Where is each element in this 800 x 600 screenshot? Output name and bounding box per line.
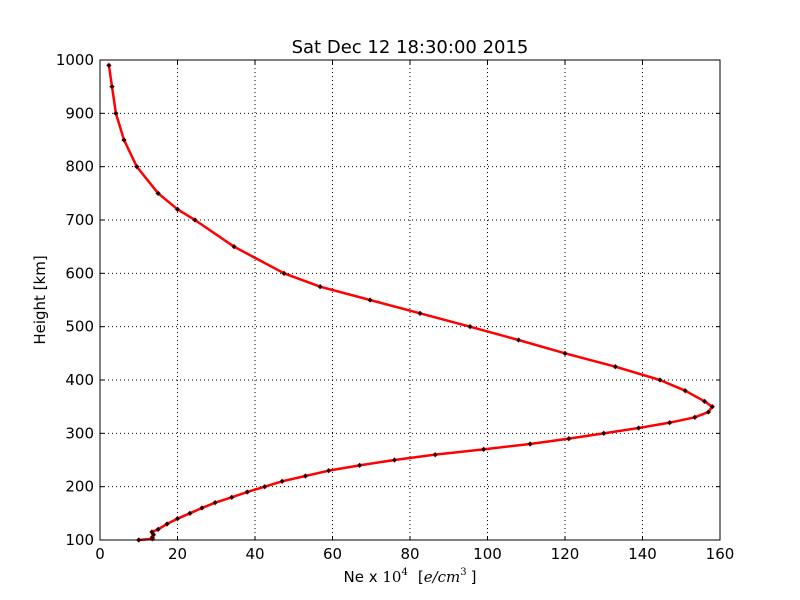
data-point — [155, 190, 161, 197]
y-tick-label: 1000 — [56, 51, 94, 69]
data-point — [417, 310, 423, 317]
x-tick-label: 140 — [628, 545, 657, 563]
data-point — [261, 483, 268, 490]
data-point — [302, 473, 309, 479]
data-point — [155, 526, 161, 533]
x-label-unit-open: [ — [418, 568, 424, 586]
x-tick-label: 0 — [95, 545, 105, 563]
y-tick-label: 800 — [65, 158, 94, 176]
data-point — [279, 478, 285, 485]
data-point — [192, 217, 198, 223]
data-point — [527, 441, 533, 447]
data-point — [480, 446, 487, 453]
x-tick-label: 100 — [473, 545, 502, 563]
x-label-unit-exp: 3 — [460, 567, 466, 578]
x-tick-label: 120 — [551, 545, 580, 563]
series — [106, 62, 716, 543]
x-tick-label: 40 — [245, 545, 264, 563]
series-line — [107, 65, 714, 542]
y-tick-label: 600 — [65, 264, 94, 282]
data-point — [682, 387, 688, 394]
data-point — [113, 110, 119, 117]
chart-title: Sat Dec 12 18:30:00 2015 — [292, 37, 529, 58]
data-point — [106, 62, 112, 69]
x-tick-label: 20 — [168, 545, 187, 563]
data-point — [515, 337, 522, 343]
data-point — [467, 323, 473, 330]
x-tick-label: 60 — [323, 545, 342, 563]
data-point — [212, 499, 218, 506]
data-point — [199, 505, 205, 511]
data-point — [244, 489, 251, 495]
data-point — [657, 377, 663, 383]
data-point — [600, 430, 607, 437]
y-tick-label: 900 — [65, 104, 94, 122]
data-point — [187, 510, 193, 517]
data-point — [109, 83, 115, 90]
data-point — [317, 283, 323, 290]
data-point — [391, 457, 398, 463]
data-point — [149, 529, 155, 535]
y-tick-label: 700 — [65, 211, 94, 229]
data-point — [612, 363, 619, 370]
data-point — [121, 137, 127, 143]
data-point — [635, 425, 642, 431]
ticks: 0 20 40 60 80 100 120 140 160 100 200 300 400 500 600 7… — [56, 51, 735, 563]
y-tick-label: 300 — [65, 424, 94, 442]
grid — [99, 59, 721, 541]
data-point — [562, 350, 568, 357]
data-point — [174, 515, 181, 522]
data-point — [228, 494, 235, 501]
data-point — [174, 206, 181, 213]
data-point — [666, 419, 673, 426]
y-tick-label: 500 — [65, 318, 94, 336]
x-label-exp: 4 — [401, 567, 407, 578]
y-axis-label: Height [km] — [31, 255, 49, 344]
data-point — [701, 398, 708, 405]
data-point — [432, 451, 439, 458]
data-point — [566, 435, 572, 442]
x-label-unit: e/cm — [424, 568, 461, 586]
data-point — [164, 521, 170, 527]
data-point — [356, 462, 363, 469]
y-tick-label: 400 — [65, 371, 94, 389]
x-label-prefix: Ne x — [344, 568, 383, 586]
data-point — [281, 270, 287, 277]
data-point — [705, 409, 712, 415]
data-point — [133, 163, 140, 170]
x-tick-label: 160 — [706, 545, 735, 563]
x-label-unit-close: ] — [471, 568, 477, 586]
y-tick-label: 200 — [65, 478, 94, 496]
data-point — [367, 297, 373, 303]
data-point — [325, 467, 332, 474]
y-tick-label: 100 — [65, 531, 94, 549]
data-point — [231, 243, 237, 250]
x-tick-label: 80 — [400, 545, 419, 563]
data-point — [691, 414, 698, 421]
x-axis-label: Ne x 104 [e/cm3] — [344, 567, 477, 586]
data-point — [709, 403, 716, 410]
x-label-base: 10 — [382, 568, 401, 586]
